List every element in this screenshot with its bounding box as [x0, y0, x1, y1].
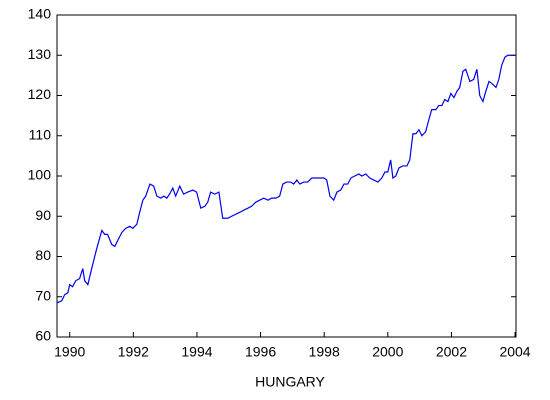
- x-tick-label: 2000: [372, 344, 403, 360]
- y-tick-label: 70: [35, 287, 51, 303]
- x-tick-label: 1992: [118, 344, 149, 360]
- data-line: [56, 54, 515, 304]
- x-tick-label: 1990: [54, 344, 85, 360]
- y-tick-label: 100: [28, 167, 52, 183]
- y-tick-label: 110: [29, 126, 52, 142]
- y-tick-label: 90: [35, 207, 51, 223]
- x-tick-label: 2002: [436, 344, 467, 360]
- y-tick-label: 130: [28, 46, 52, 62]
- y-tick-label: 60: [35, 328, 51, 344]
- y-tick-label: 80: [35, 247, 51, 263]
- x-axis-label: HUNGARY: [255, 374, 325, 390]
- x-tick-label: 1994: [181, 344, 212, 360]
- x-tick-label: 1998: [309, 344, 340, 360]
- x-tick-label: 1996: [245, 344, 276, 360]
- x-tick-label: 2004: [499, 344, 530, 360]
- y-tick-label: 140: [28, 6, 52, 22]
- plot-frame: [56, 14, 517, 338]
- y-tick-label: 120: [28, 86, 52, 102]
